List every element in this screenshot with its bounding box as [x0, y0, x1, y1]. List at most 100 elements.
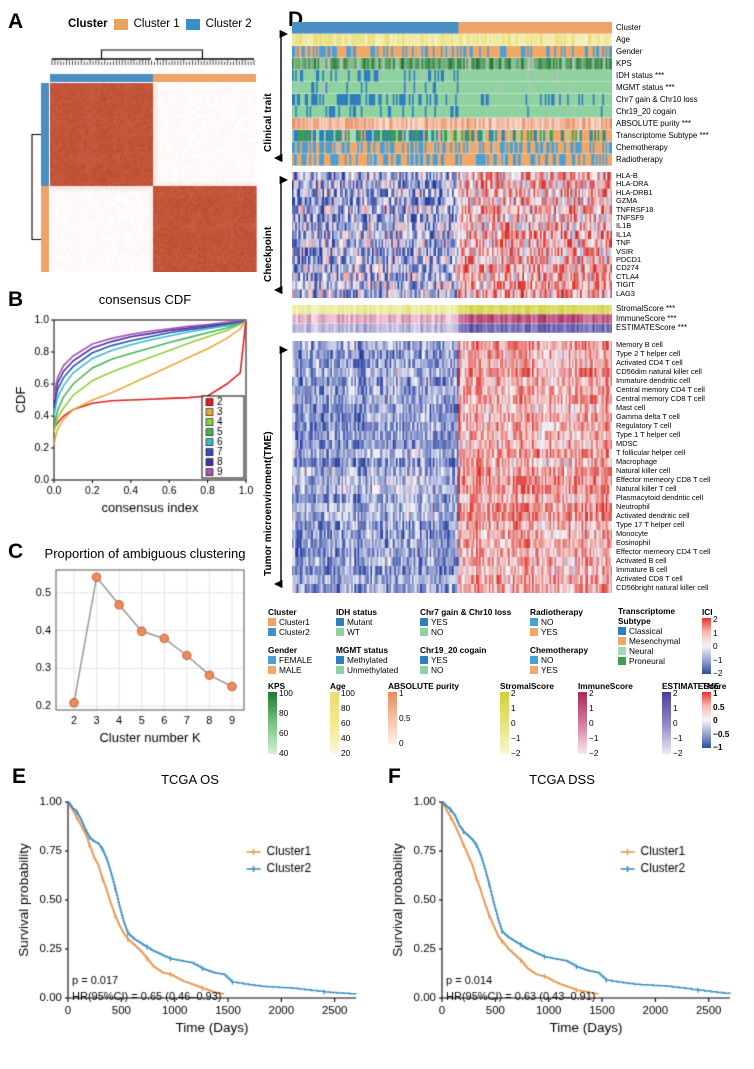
- panel-b-letter: B: [8, 288, 24, 311]
- row-label: Type 2 T helper cell: [616, 349, 681, 359]
- legend-transcriptome-subtype: Transcriptome Subtype Classical Mesenchyma…: [618, 606, 690, 667]
- legend-title: Gender: [268, 645, 298, 655]
- legend-title: TME: [702, 681, 720, 691]
- colorbar-tick: 1: [673, 703, 678, 713]
- legend-label: FEMALE: [279, 655, 313, 665]
- row-label: Central memory CD8 T cell: [616, 394, 705, 404]
- panel-a-legend-title: Cluster: [68, 18, 108, 30]
- row-label: Immature dendritic cell: [616, 376, 691, 386]
- colorbar-tick: 40: [341, 733, 351, 743]
- legend-swatch: [530, 618, 538, 627]
- legend-swatch: [618, 647, 626, 656]
- row-label: Natural killer cell: [616, 466, 671, 476]
- legend-entry: FEMALE: [268, 655, 312, 665]
- legend-entry: YES: [530, 627, 583, 637]
- row-label: Radiotherapy: [616, 154, 663, 164]
- row-label: StromalScore ***: [616, 304, 676, 314]
- legend-label: NO: [431, 665, 444, 676]
- legend-title: KPS: [268, 681, 286, 691]
- cluster2-label: Cluster 2: [205, 18, 252, 30]
- row-label: Type 1 T helper cell: [616, 430, 681, 440]
- legend-swatch: [618, 657, 626, 666]
- tme-heatmap: [292, 341, 612, 593]
- legend-entry: Classical: [618, 626, 690, 636]
- legend-entry: Mesenchymal: [618, 636, 690, 646]
- legend-chr19-20-cogain: Chr19_20 cogain YES NO: [420, 645, 486, 675]
- row-label: VSIR: [616, 246, 634, 256]
- legend-label: Unmethylated: [347, 665, 399, 676]
- legend-title: ABSOLUTE purity: [388, 681, 459, 691]
- legend-title: Age: [330, 681, 346, 691]
- colorbar: [702, 618, 711, 674]
- row-label: Gender: [616, 46, 643, 56]
- row-label: Eosinophil: [616, 538, 651, 548]
- row-label: Natural killer T cell: [616, 484, 677, 494]
- colorbar: [500, 692, 509, 754]
- legend-entry: Cluster1: [268, 617, 310, 627]
- legend-estimatescore: ESTIMATEScore 2 1 0 −1 −2: [662, 681, 727, 758]
- colorbar-tick: 60: [279, 728, 289, 738]
- panel-e-letter: E: [12, 765, 27, 788]
- panel-c-letter: C: [8, 540, 24, 563]
- colorbar-tick: −1: [673, 733, 683, 743]
- row-label: TNF: [616, 238, 631, 248]
- legend-swatch: [618, 627, 626, 636]
- legend-entry: Unmethylated: [336, 665, 398, 675]
- row-label: TNFRSF18: [616, 204, 654, 214]
- ici-legend-group: ICI 2 1 0 −1 −2 TME 1 0.5 0 −0.5 −1: [690, 607, 754, 752]
- legend-entry: Cluster2: [268, 627, 310, 637]
- legend-chr7-gain-chr10-loss: Chr7 gain & Chr10 loss YES NO: [420, 607, 511, 637]
- colorbar-tick: −2: [589, 748, 599, 758]
- row-label: CD274: [616, 263, 640, 273]
- legend-tme: TME 1 0.5 0 −0.5 −1: [702, 681, 729, 752]
- colorbar-tick: 40: [279, 748, 289, 758]
- legend-entry: NO: [420, 665, 486, 675]
- legend-label: Cluster1: [279, 617, 310, 627]
- legend-label: Mutant: [347, 617, 373, 627]
- row-label: MDSC: [616, 439, 638, 449]
- legend-swatch: [268, 628, 276, 637]
- legend-swatch: [530, 628, 538, 637]
- colorbar-tick: 20: [341, 748, 351, 758]
- legend-title: MGMT status: [336, 645, 389, 655]
- tme-side-label: Tumor microenviroment(TME): [262, 342, 288, 592]
- score-row-labels: StromalScore *** ImmuneScore *** ESTIMATES…: [616, 305, 754, 333]
- row-label: IL1B: [616, 221, 632, 231]
- row-label: ESTIMATEScore ***: [616, 323, 687, 333]
- legend-kps: KPS 100 80 60 40: [268, 681, 293, 758]
- colorbar-tick: 0.5: [713, 701, 725, 712]
- legend-title: ESTIMATEScore: [662, 681, 727, 691]
- row-label: Activated CD4 T cell: [616, 358, 683, 368]
- legend-swatch: [268, 656, 276, 665]
- legend-swatch: [336, 666, 344, 675]
- panel-b-title: consensus CDF: [98, 292, 192, 307]
- legend-entry: Neural: [618, 646, 690, 656]
- colorbar: [702, 692, 711, 748]
- panel-a-cluster-legend: Cluster Cluster 1 Cluster 2: [68, 18, 252, 30]
- colorbar-tick: 0: [673, 718, 678, 728]
- checkpoint-side-label: Checkpoint: [262, 172, 288, 298]
- colorbar-tick: 2: [713, 614, 718, 624]
- checkpoint-row-labels: HLA-B HLA-DRA HLA-DRB1 GZMA TNFRSF18 TNFSF9 IL…: [616, 172, 754, 298]
- legend-entry: Mutant: [336, 617, 377, 627]
- colorbar-tick: 2: [673, 688, 678, 698]
- legend-swatch: [420, 656, 428, 665]
- legend-label: YES: [431, 655, 448, 665]
- legend-title: Chemotherapy: [530, 645, 589, 655]
- estimate-score-heatmap: [292, 305, 612, 333]
- colorbar-tick: 0: [399, 738, 404, 748]
- legend-swatch: [268, 666, 276, 675]
- clinical-trait-text: Clinical trait: [263, 93, 274, 152]
- colorbar-tick: −1: [589, 733, 599, 743]
- row-label: HLA-DRB1: [616, 187, 653, 197]
- legend-swatch: [268, 618, 276, 627]
- row-label: Mast cell: [616, 403, 646, 413]
- legend-label: Neural: [629, 646, 654, 657]
- colorbar: [388, 692, 397, 744]
- cluster1-swatch: [113, 18, 128, 30]
- colorbar-tick: 0: [589, 718, 594, 728]
- legend-swatch: [618, 637, 626, 646]
- legend-swatch: [420, 666, 428, 675]
- row-label: IL1A: [616, 229, 632, 239]
- colorbar-tick: 80: [341, 703, 351, 713]
